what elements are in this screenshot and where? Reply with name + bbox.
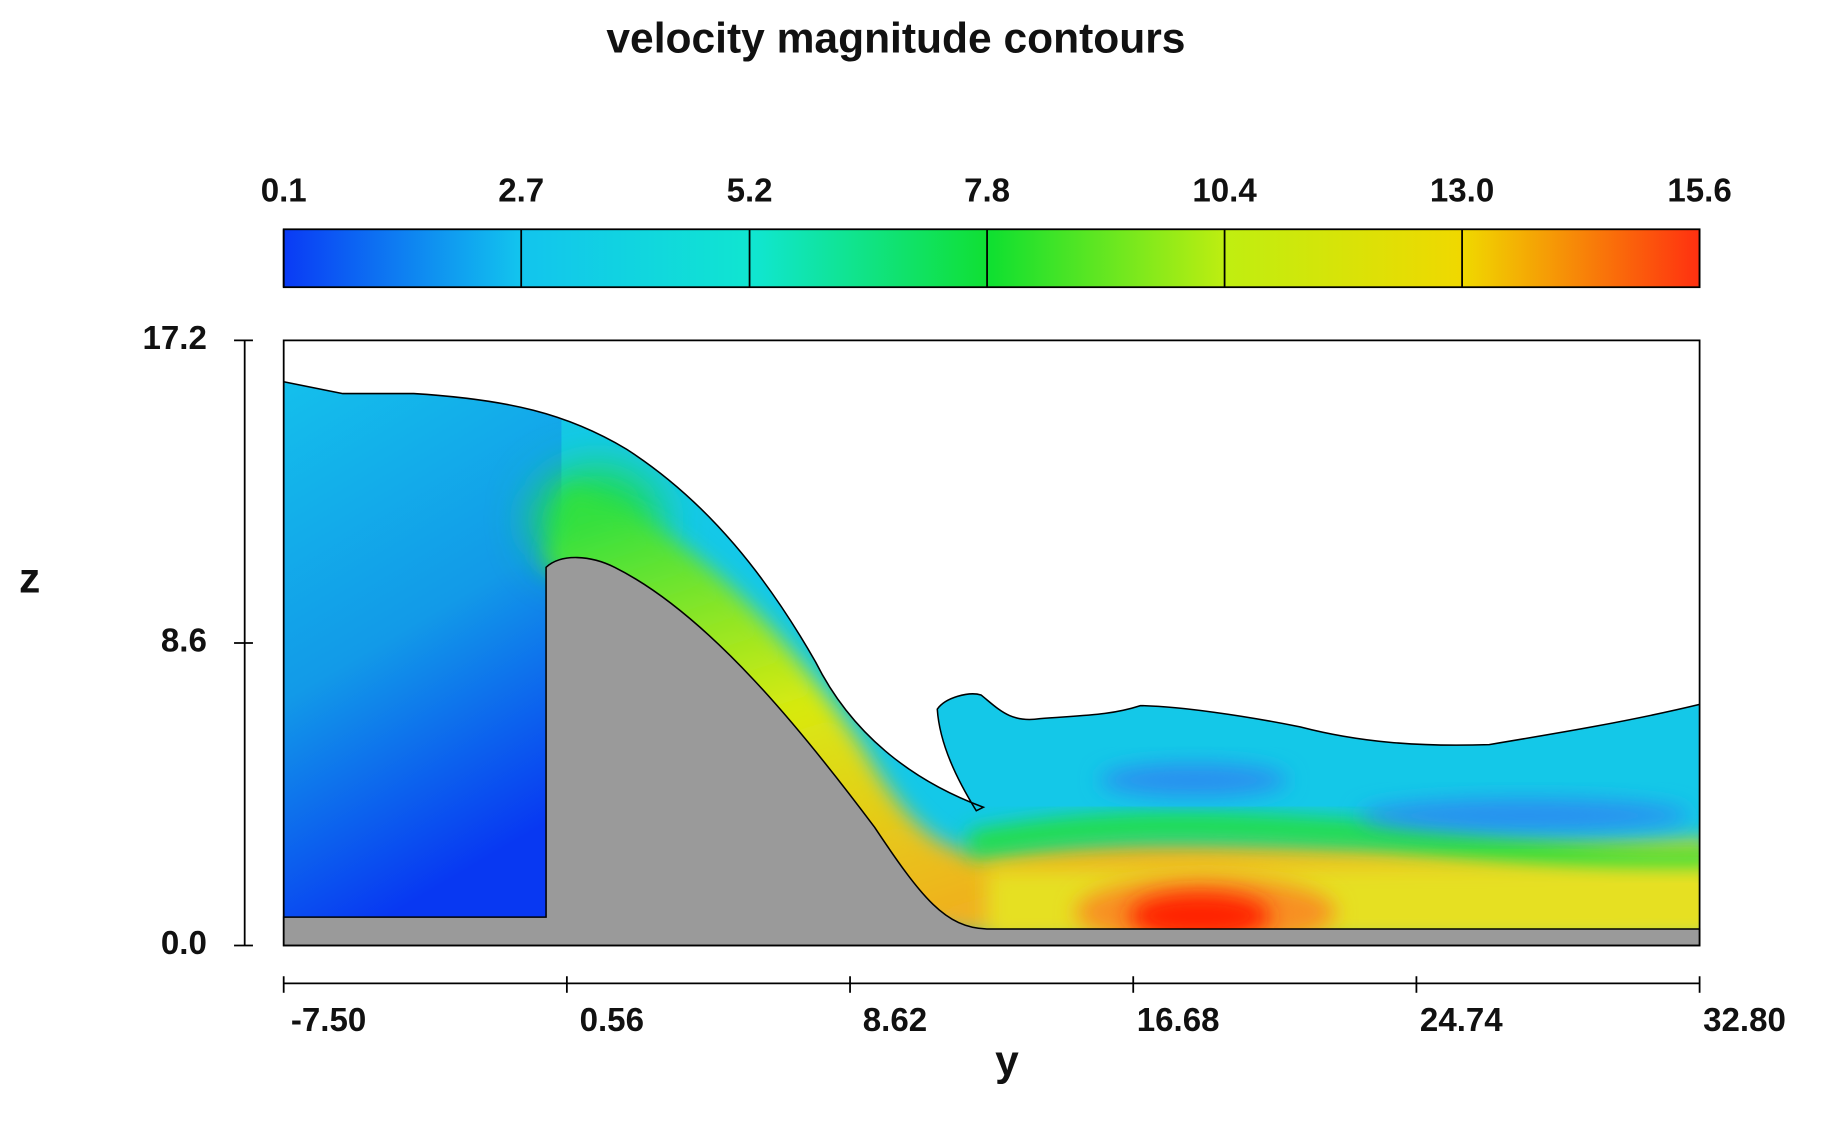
- colorbar-tick-label: 15.6: [1667, 172, 1731, 209]
- colorbar-tick-label: 2.7: [498, 172, 544, 209]
- recirculation: [1099, 763, 1289, 797]
- upstream-pool: [283, 381, 562, 929]
- colorbar: 0.1 2.7 5.2 7.8 10.4 13.0 15.6: [261, 172, 1732, 289]
- x-tick-label: 16.68: [1137, 1002, 1220, 1039]
- velocity-field: [283, 381, 1700, 929]
- x-tick-label: 32.80: [1703, 1002, 1786, 1039]
- colorbar-tick-label: 0.1: [261, 172, 307, 209]
- y-tick-label: 8.6: [161, 623, 207, 660]
- plot-frame: [282, 339, 1701, 947]
- y-tick-label: 17.2: [142, 320, 206, 357]
- weir-and-bed: [282, 556, 1701, 947]
- x-tick-label: 0.56: [580, 1002, 644, 1039]
- colorbar-tick-label: 13.0: [1430, 172, 1494, 209]
- recirculation: [1359, 798, 1691, 833]
- x-tick-label: 8.62: [863, 1002, 927, 1039]
- y-axis-label: z: [19, 555, 40, 603]
- chart-title: velocity magnitude contours: [606, 15, 1185, 63]
- y-tick-label: 0.0: [161, 925, 207, 962]
- x-axis-label: y: [995, 1037, 1019, 1085]
- x-tick-label: -7.50: [291, 1002, 366, 1039]
- shear-layer: [966, 812, 1700, 877]
- free-surface: [283, 380, 1700, 812]
- colorbar-tick-label: 10.4: [1192, 172, 1257, 209]
- x-tick-label: 24.74: [1420, 1002, 1503, 1039]
- colorbar-tick-label: 7.8: [964, 172, 1010, 209]
- high-speed-core: [1128, 892, 1271, 929]
- colorbar-tick-label: 5.2: [727, 172, 773, 209]
- colorbar-bar: [282, 228, 1701, 289]
